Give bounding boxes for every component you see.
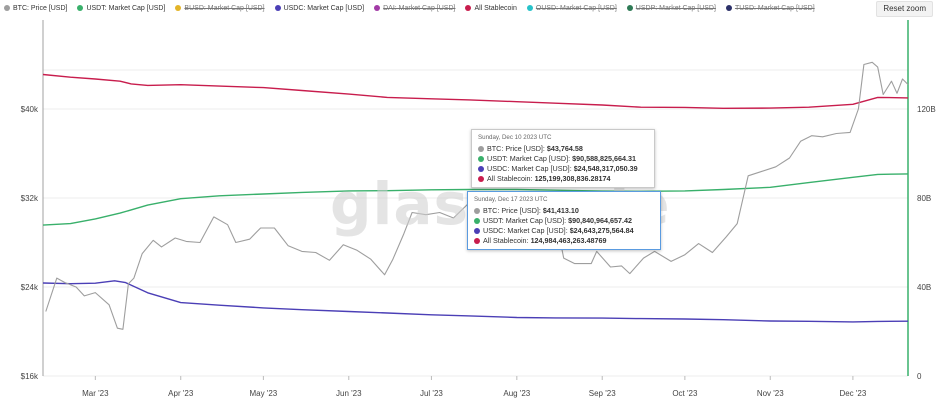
tooltip-value: $90,840,964,657.42	[568, 216, 633, 225]
y-left-tick-label: $32k	[21, 194, 39, 203]
tooltip-dec-10: Sunday, Dec 10 2023 UTC BTC: Price [USD]…	[471, 129, 655, 188]
x-tick-label: Nov '23	[757, 389, 784, 398]
btc-dot-icon	[478, 145, 484, 152]
tooltip-label: BTC: Price [USD]	[483, 206, 539, 215]
y-right-tick-label: 80B	[917, 194, 931, 203]
usdt-dot-icon	[478, 155, 484, 162]
tooltip-value: 125,199,308,836.28174	[534, 174, 611, 183]
tooltip-row-usdc: USDC: Market Cap [USD]: $24,643,275,564.…	[474, 226, 654, 236]
legend-item-1[interactable]: USDT: Market Cap [USD]	[77, 5, 165, 12]
x-tick-label: Dec '23	[839, 389, 866, 398]
legend-dot-icon	[175, 5, 182, 11]
tooltip-row-all: All Stablecoin: 125,199,308,836.28174	[478, 174, 648, 184]
series-line-1	[42, 173, 909, 226]
tooltip-label: USDT: Market Cap [USD]	[487, 154, 569, 163]
all-stablecoin-dot-icon	[474, 237, 480, 244]
y-right-tick-label: 120B	[917, 105, 936, 114]
legend-item-0[interactable]: BTC: Price [USD]	[4, 5, 67, 12]
legend-dot-icon	[274, 5, 281, 11]
legend-item-8[interactable]: TUSD: Market Cap [USD]	[725, 4, 815, 12]
legend-item-6[interactable]: OUSD: Market Cap [USD]	[526, 4, 617, 12]
series-line-3	[42, 73, 909, 110]
usdc-dot-icon	[478, 165, 484, 172]
tooltip-row-usdc: USDC: Market Cap [USD]: $24,548,317,050.…	[478, 164, 648, 174]
y-left-tick-label: $40k	[21, 105, 39, 114]
legend-dot-icon	[374, 5, 381, 11]
btc-dot-icon	[474, 207, 480, 214]
x-tick-label: Jun '23	[336, 389, 362, 398]
y-left-tick-label: $24k	[21, 283, 39, 292]
legend-label: USDP: Market Cap [USD]	[635, 4, 716, 12]
tooltip-value: $24,643,275,564.84	[569, 226, 634, 235]
usdc-dot-icon	[474, 227, 480, 234]
legend-item-5[interactable]: All Stablecoin	[465, 4, 517, 12]
tooltip-date: Sunday, Dec 10 2023 UTC	[478, 134, 552, 141]
x-tick-label: Aug '23	[503, 389, 530, 398]
tooltip-row-btc: BTC: Price [USD]: $43,764.58	[478, 144, 648, 154]
legend-dot-icon	[526, 5, 533, 11]
x-tick-label: Sep '23	[589, 389, 616, 398]
legend-label: USDC: Market Cap [USD]	[283, 4, 365, 12]
legend: BTC: Price [USD] USDT: Market Cap [USD] BU…	[0, 0, 860, 16]
x-tick-label: Jul '23	[420, 389, 443, 398]
tooltip-row-usdt: USDT: Market Cap [USD]: $90,588,825,664.…	[478, 154, 648, 164]
tooltip-label: BTC: Price [USD]	[487, 144, 543, 153]
legend-dot-icon	[725, 5, 732, 11]
x-tick-label: May '23	[249, 389, 277, 398]
y-right-tick-label: 40B	[917, 283, 931, 292]
legend-dot-icon	[4, 5, 10, 11]
tooltip-label: USDC: Market Cap [USD]	[483, 226, 566, 235]
tooltip-row-btc: BTC: Price [USD]: $41,413.10	[474, 206, 654, 216]
legend-item-3[interactable]: USDC: Market Cap [USD]	[274, 4, 365, 12]
tooltip-value: $24,548,317,050.39	[573, 164, 638, 173]
legend-label: TUSD: Market Cap [USD]	[734, 4, 815, 12]
tooltip-value: $43,764.58	[546, 144, 583, 153]
legend-label: DAI: Market Cap [USD]	[383, 4, 456, 12]
tooltip-date: Sunday, Dec 17 2023 UTC	[474, 196, 548, 203]
usdt-dot-icon	[474, 217, 480, 224]
legend-item-4[interactable]: DAI: Market Cap [USD]	[374, 5, 455, 12]
reset-zoom-button[interactable]: Reset zoom	[876, 1, 933, 17]
series-line-2	[42, 280, 909, 323]
tooltip-label: All Stablecoin	[487, 174, 531, 183]
legend-label: USDT: Market Cap [USD]	[86, 4, 166, 12]
tooltip-label: USDT: Market Cap [USD]	[483, 216, 565, 225]
legend-item-7[interactable]: USDP: Market Cap [USD]	[626, 4, 716, 12]
legend-dot-icon	[465, 5, 472, 11]
all-stablecoin-dot-icon	[478, 175, 484, 182]
tooltip-label: USDC: Market Cap [USD]	[487, 164, 570, 173]
legend-item-2[interactable]: BUSD: Market Cap [USD]	[175, 4, 265, 12]
tooltip-value: $41,413.10	[542, 206, 579, 215]
x-tick-label: Apr '23	[168, 389, 194, 398]
x-tick-label: Oct '23	[672, 389, 698, 398]
legend-label: BTC: Price [USD]	[13, 4, 68, 12]
tooltip-row-all: All Stablecoin: 124,984,463,263.48769	[474, 236, 654, 246]
x-tick-label: Mar '23	[82, 389, 109, 398]
legend-dot-icon	[626, 5, 633, 11]
tooltip-row-usdt: USDT: Market Cap [USD]: $90,840,964,657.…	[474, 216, 654, 226]
legend-label: All Stablecoin	[474, 4, 517, 12]
tooltip-value: 124,984,463,263.48769	[530, 236, 607, 245]
tooltip-dec-17: Sunday, Dec 17 2023 UTC BTC: Price [USD]…	[467, 191, 661, 250]
tooltip-value: $90,588,825,664.31	[572, 154, 637, 163]
legend-label: BUSD: Market Cap [USD]	[184, 4, 265, 12]
legend-dot-icon	[77, 5, 84, 11]
legend-label: OUSD: Market Cap [USD]	[535, 4, 617, 12]
y-left-tick-label: $16k	[21, 372, 39, 381]
y-right-tick-label: 0	[917, 372, 922, 381]
tooltip-label: All Stablecoin	[483, 236, 527, 245]
